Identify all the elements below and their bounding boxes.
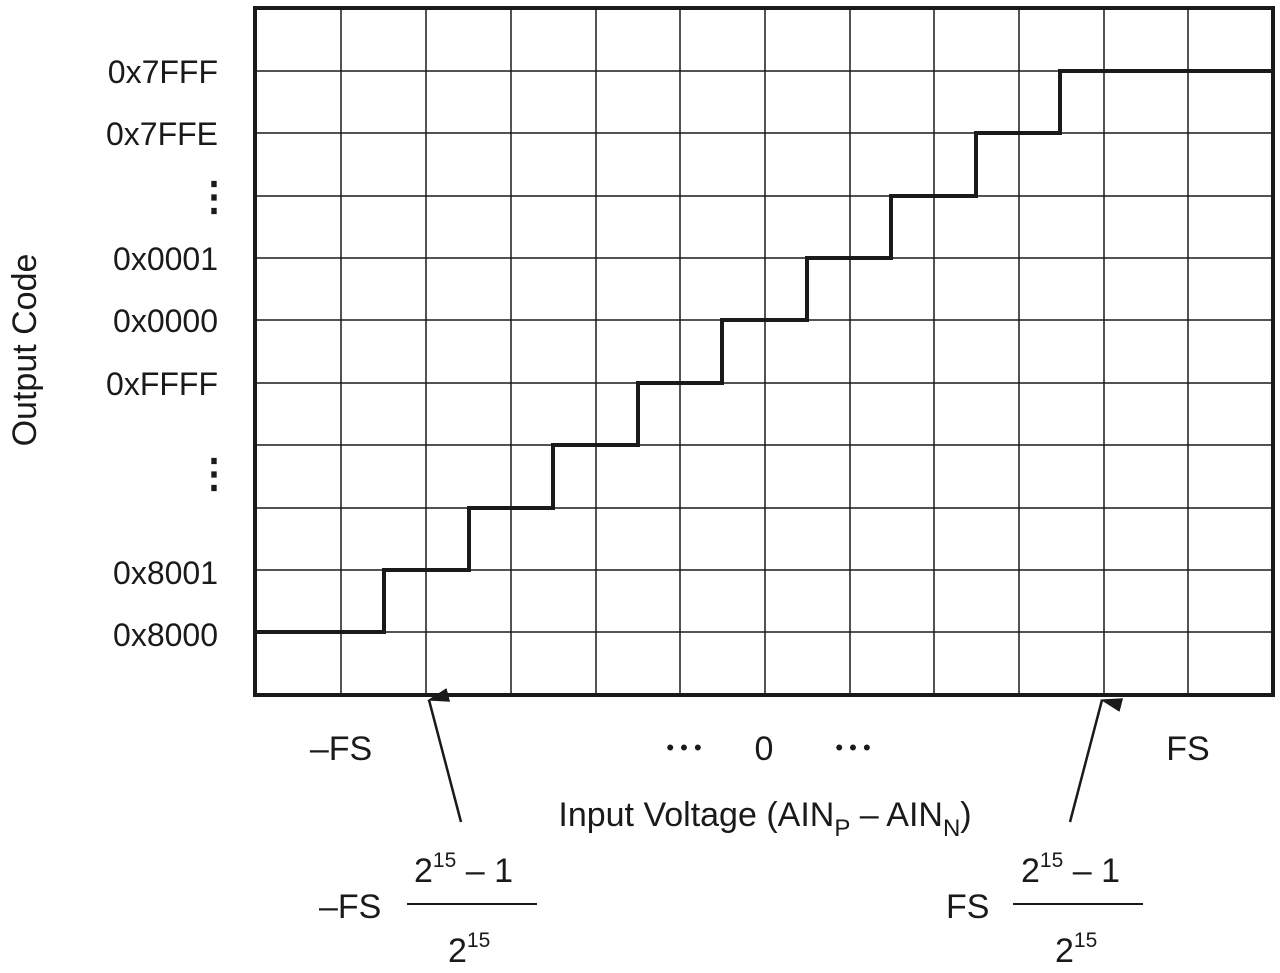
y-tick-label: 0x0000: [113, 303, 218, 339]
y-axis-label: Output Code: [6, 254, 44, 447]
y-tick-label: 0xFFFF: [106, 366, 218, 402]
y-tick-label: 0x8001: [113, 555, 218, 591]
right-annotation-denominator: 215: [1055, 929, 1097, 970]
x-center-dots-right: • • •: [835, 735, 870, 760]
grid: [255, 8, 1273, 695]
y-tick-label: 0x8000: [113, 617, 218, 653]
y-ellipsis: ⋮: [194, 452, 234, 496]
y-tick-label: 0x0001: [113, 241, 218, 277]
right-pointer-arrow: [1068, 698, 1124, 823]
left-threshold-annotation: –FS 215 – 1 215: [319, 849, 537, 970]
x-center-dots-left: • • •: [666, 735, 701, 760]
left-annotation-denominator: 215: [448, 929, 490, 970]
left-annotation-prefix: –FS: [319, 888, 381, 926]
right-annotation-numerator: 215 – 1: [1021, 849, 1120, 890]
right-threshold-annotation: FS 215 – 1 215: [946, 849, 1143, 970]
y-ellipsis: ⋮: [194, 175, 234, 219]
x-tick-neg-fs: –FS: [310, 730, 372, 768]
transfer-staircase: [255, 69, 1273, 634]
plot-frame: [253, 6, 1275, 697]
y-tick-label: 0x7FFE: [106, 116, 218, 152]
y-tick-label: 0x7FFF: [108, 54, 218, 90]
left-pointer-arrow: [427, 688, 463, 823]
x-tick-zero: 0: [755, 730, 774, 768]
x-axis-label: Input Voltage (AINP – AINN): [558, 796, 971, 842]
left-annotation-numerator: 215 – 1: [414, 849, 513, 890]
right-annotation-prefix: FS: [946, 888, 989, 926]
x-tick-pos-fs: FS: [1166, 730, 1209, 768]
